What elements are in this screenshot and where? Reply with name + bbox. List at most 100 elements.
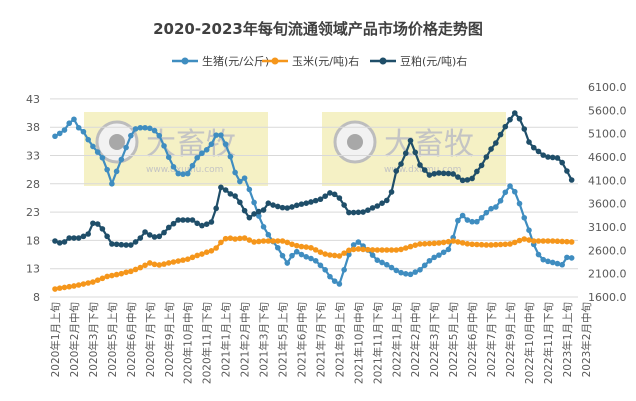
data-point [464, 217, 471, 223]
x-axis-tick-label: 2021年6月中旬 [295, 302, 308, 377]
right-axis-tick-label: 3100.0 [588, 221, 627, 234]
x-axis-tick-label: 2022年2月中旬 [409, 302, 422, 377]
data-point [559, 238, 565, 245]
data-point [218, 239, 224, 246]
data-point [118, 241, 125, 248]
x-axis-tick-label: 2021年1月上旬 [220, 302, 233, 377]
data-point [194, 154, 200, 161]
x-axis-tick-label: 2020年6月中旬 [125, 302, 138, 377]
data-point [568, 255, 575, 261]
data-point [445, 170, 452, 177]
data-point [161, 261, 167, 267]
right-axis-tick-label: 6100.0 [588, 81, 627, 94]
data-point [274, 244, 281, 251]
data-point [274, 238, 281, 244]
data-point [540, 256, 547, 263]
data-point [474, 168, 480, 175]
data-point [52, 286, 58, 292]
data-point [118, 156, 125, 163]
data-point [327, 190, 333, 196]
x-axis-tick-label: 2022年10月中旬 [523, 302, 536, 384]
data-point [445, 246, 452, 253]
data-point [113, 241, 120, 248]
data-point [421, 262, 428, 269]
data-point [66, 235, 73, 241]
data-point [109, 241, 115, 247]
data-point [151, 261, 158, 268]
data-point [530, 144, 537, 151]
x-axis-tick-label: 2021年11月下旬 [371, 302, 384, 384]
data-point [488, 205, 494, 212]
data-point [374, 247, 381, 253]
data-point [298, 201, 305, 207]
data-point [270, 202, 276, 208]
data-point [251, 199, 257, 206]
data-point [521, 214, 528, 221]
data-point [516, 237, 523, 244]
data-point [99, 275, 106, 282]
data-point [384, 261, 390, 268]
data-point [497, 241, 504, 248]
data-point [142, 229, 148, 235]
data-point [137, 124, 144, 131]
watermark-url: www.dxumu.com [146, 165, 223, 175]
data-point [369, 247, 376, 253]
data-point [374, 257, 381, 264]
data-point [308, 244, 314, 251]
data-point [341, 202, 347, 208]
data-point [412, 242, 419, 248]
right-axis-tick-label: 5100.0 [588, 128, 627, 141]
data-point [379, 200, 385, 206]
data-point [175, 258, 182, 264]
data-point [336, 281, 343, 287]
data-point [222, 187, 229, 193]
data-point [384, 247, 390, 253]
x-axis-tick-label: 2022年6月中旬 [466, 302, 479, 377]
data-point [61, 239, 68, 245]
x-axis-tick-label: 2020年2月中旬 [68, 302, 81, 377]
data-point [455, 174, 461, 180]
data-point [346, 247, 352, 254]
data-point [208, 248, 215, 254]
data-point [535, 251, 542, 258]
data-point [322, 251, 328, 257]
data-point [94, 221, 101, 227]
data-point [549, 238, 556, 244]
data-point [478, 214, 485, 221]
data-point [440, 170, 447, 177]
data-point [488, 242, 494, 248]
data-point [147, 232, 153, 238]
data-point [308, 199, 314, 205]
data-point [184, 256, 191, 263]
data-point [483, 154, 490, 160]
data-point [293, 248, 300, 255]
right-axis-tick-label: 1600.0 [588, 291, 627, 304]
data-point [246, 186, 253, 193]
data-point [189, 217, 196, 223]
data-point [289, 252, 295, 259]
data-point [312, 257, 319, 264]
data-point [350, 242, 357, 248]
data-point [568, 177, 575, 183]
data-point [341, 250, 347, 256]
data-point [90, 220, 96, 227]
data-point [123, 269, 129, 276]
data-point [241, 207, 248, 214]
data-point [516, 200, 523, 207]
data-point [203, 221, 210, 227]
data-point [388, 189, 395, 195]
data-point [165, 224, 172, 231]
data-point [388, 264, 395, 271]
data-point [237, 199, 243, 206]
data-point [94, 277, 101, 284]
data-point [402, 150, 409, 157]
data-point [227, 153, 234, 160]
data-point [445, 238, 452, 245]
data-point [450, 238, 456, 244]
data-point [331, 191, 338, 198]
left-axis-tick-label: 33 [26, 149, 40, 162]
data-point [459, 240, 466, 246]
data-point [379, 247, 385, 253]
data-point [123, 144, 129, 151]
data-point [346, 251, 352, 258]
